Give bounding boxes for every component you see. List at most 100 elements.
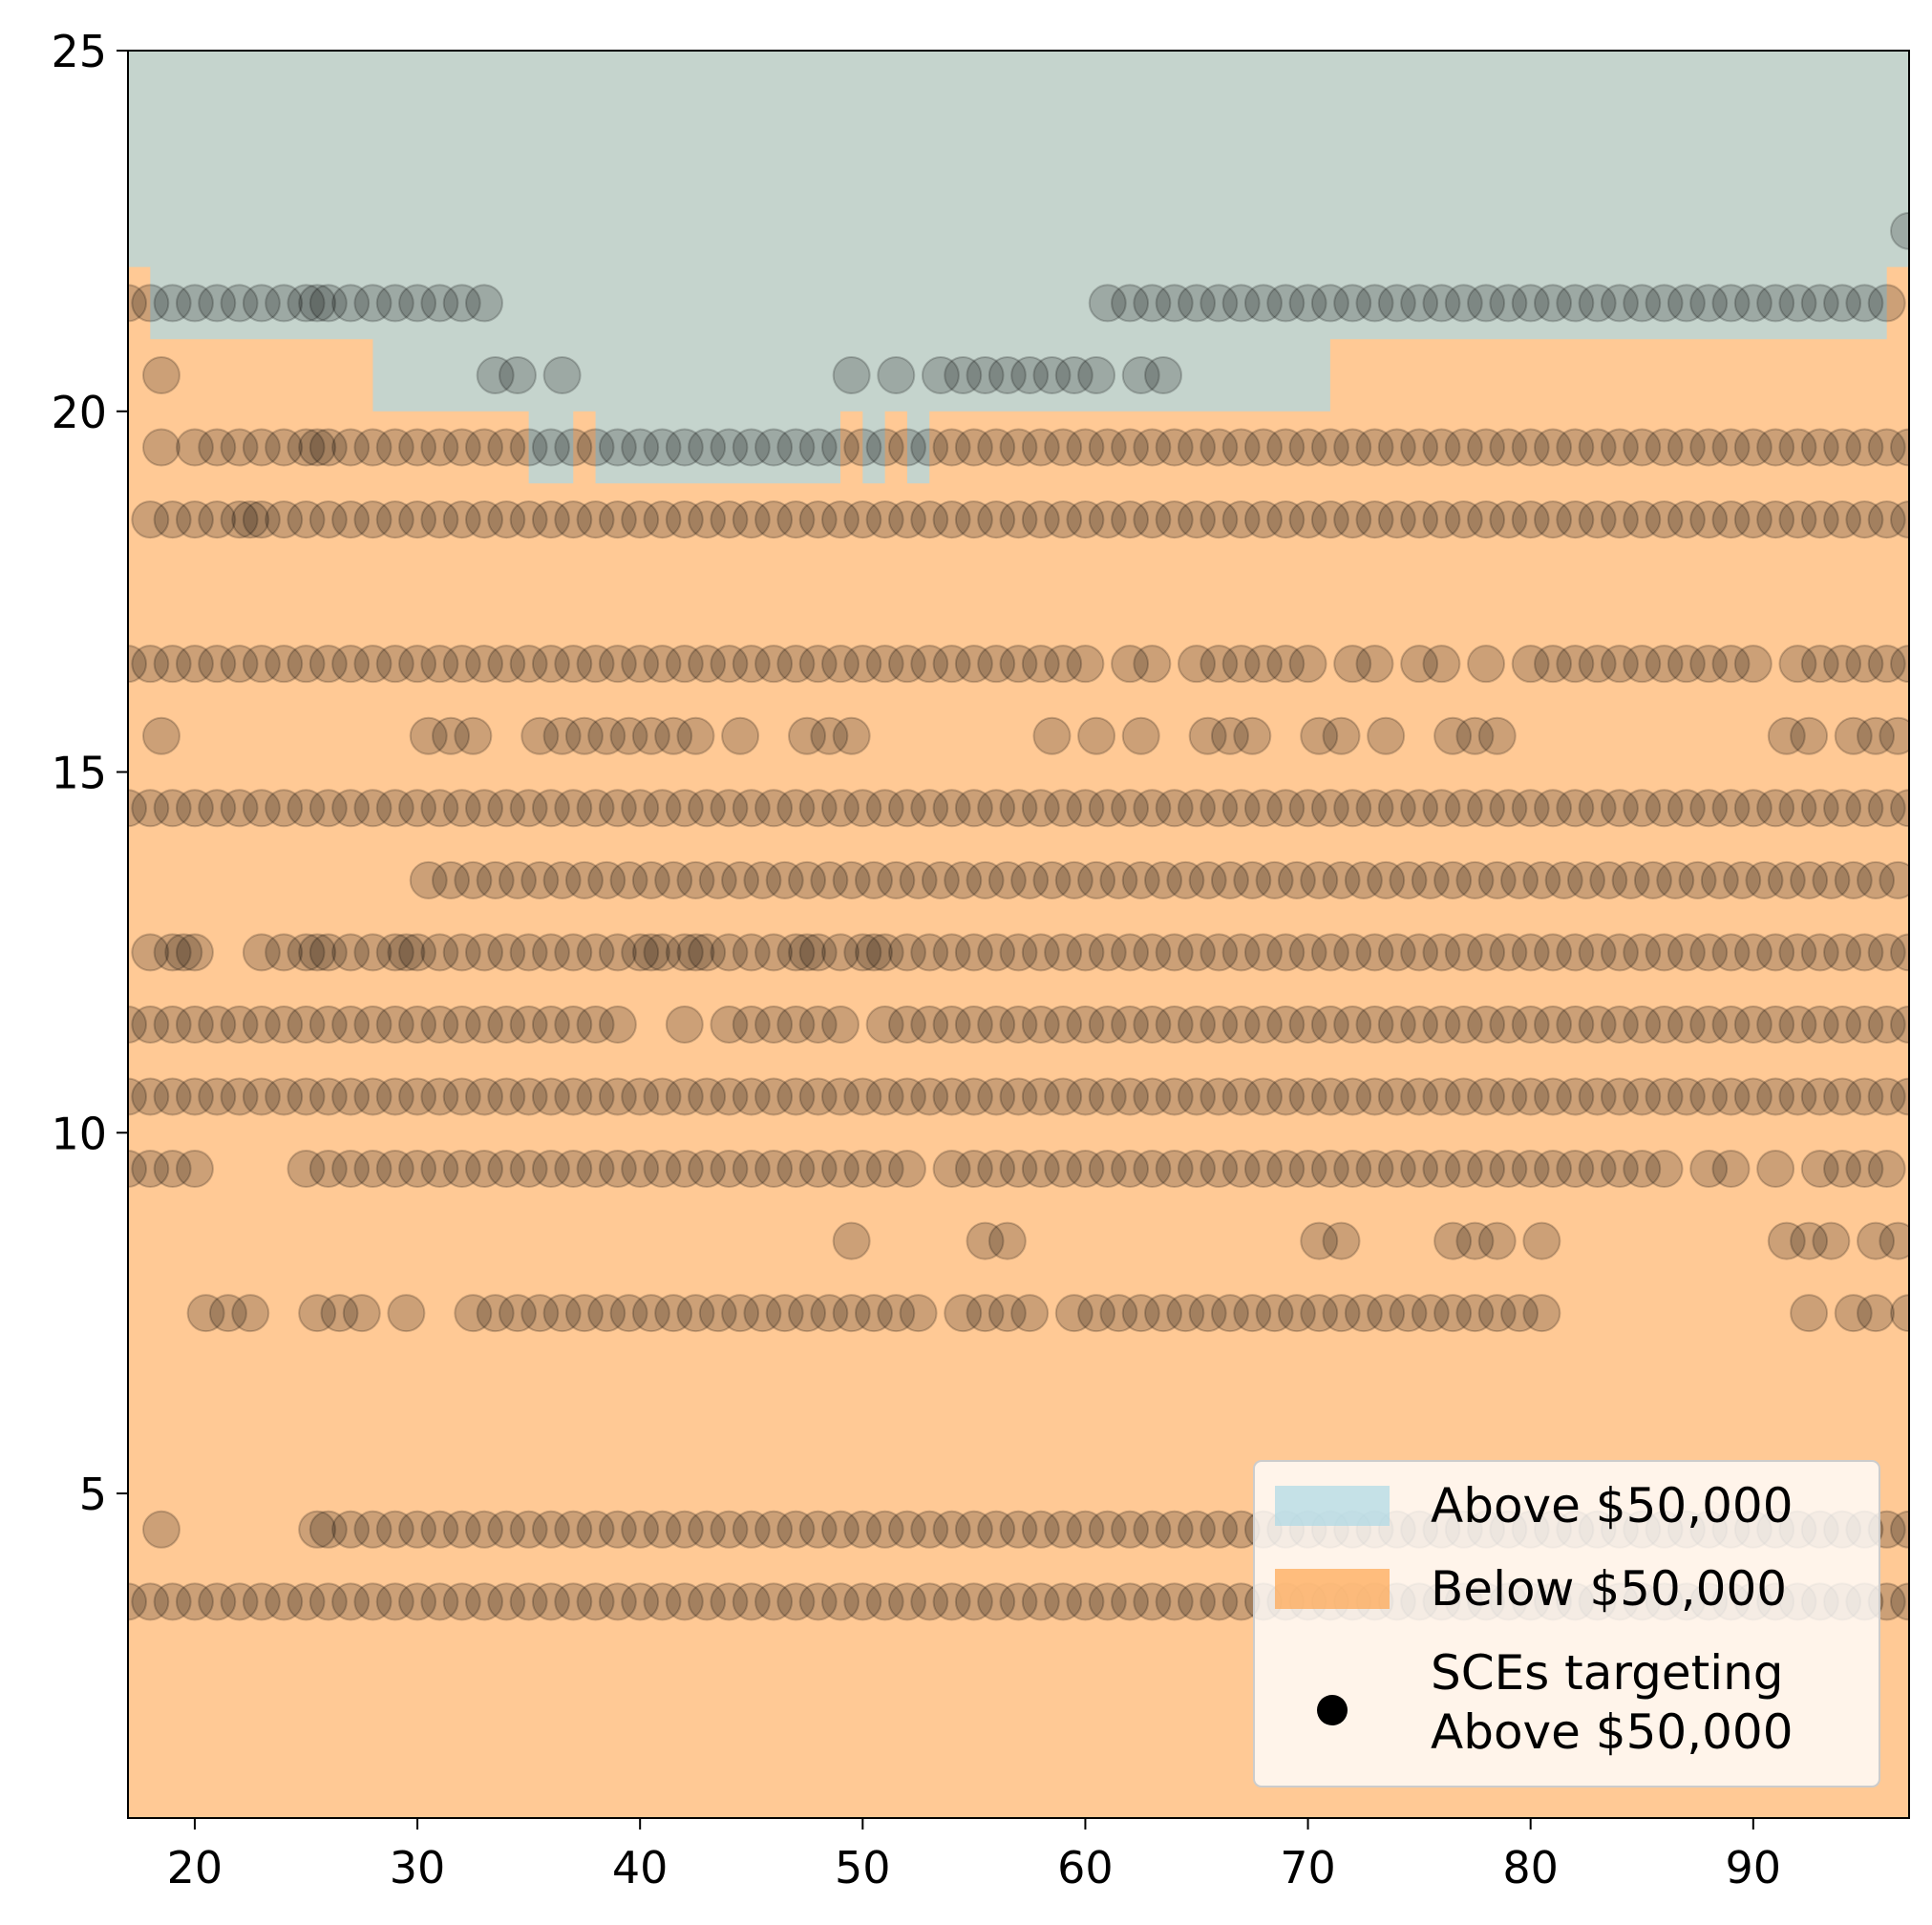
sce-point: [765, 1294, 804, 1333]
sce-point: [131, 1077, 170, 1116]
sce-point: [999, 645, 1038, 684]
sce-point: [1121, 355, 1160, 394]
sce-point: [576, 1005, 615, 1044]
sce-point: [1467, 428, 1506, 467]
sce-point: [287, 1150, 326, 1189]
sce-point: [688, 500, 727, 539]
sce-point: [1845, 1077, 1884, 1116]
sce-point: [353, 1582, 393, 1621]
sce-point: [1645, 1005, 1684, 1044]
sce-point: [665, 500, 704, 539]
sce-point: [531, 933, 570, 972]
sce-point: [1010, 1294, 1050, 1333]
sce-point: [1243, 645, 1283, 684]
sce-point: [1099, 1294, 1138, 1333]
sce-point: [1756, 1005, 1795, 1044]
sce-point: [1511, 1005, 1550, 1044]
sce-point: [398, 1582, 437, 1621]
sce-point: [1745, 860, 1784, 899]
sce-point: [1778, 1077, 1817, 1116]
sce-point: [977, 1510, 1016, 1549]
sce-point: [1845, 789, 1884, 828]
sce-point: [465, 789, 503, 828]
sce-point: [509, 500, 548, 539]
sce-point: [1433, 1221, 1473, 1260]
sce-point: [331, 284, 371, 323]
sce-point: [1578, 428, 1617, 467]
sce-point: [1077, 1294, 1116, 1333]
sce-point: [887, 1582, 926, 1621]
sce-point: [977, 1077, 1016, 1116]
sce-point: [1266, 1150, 1306, 1189]
sce-point: [1066, 500, 1105, 539]
sce-point: [1667, 284, 1706, 323]
sce-point: [353, 1150, 393, 1189]
sce-point: [688, 1150, 727, 1189]
sce-point: [1845, 1150, 1884, 1189]
sce-point: [643, 428, 682, 467]
sce-point: [353, 428, 393, 467]
sce-point: [1667, 428, 1706, 467]
sce-point: [487, 1077, 526, 1116]
sce-point: [1867, 1150, 1906, 1189]
sce-point: [265, 1005, 304, 1044]
sce-point: [1355, 1005, 1394, 1044]
sce-point: [1600, 933, 1639, 972]
sce-point: [1422, 284, 1461, 323]
sce-point: [999, 500, 1038, 539]
x-tick-label: 80: [1502, 1842, 1559, 1893]
sce-point: [798, 428, 838, 467]
sce-point: [1032, 716, 1072, 755]
sce-point: [1645, 1077, 1684, 1116]
sce-point: [242, 933, 281, 972]
sce-point: [1790, 1221, 1829, 1260]
sce-point: [231, 500, 270, 539]
sce-point: [1066, 1510, 1105, 1549]
sce-point: [308, 789, 348, 828]
sce-point: [1623, 1077, 1662, 1116]
sce-point: [788, 860, 827, 899]
sce-point: [1221, 1005, 1261, 1044]
sce-point: [1288, 500, 1327, 539]
sce-point: [621, 933, 660, 972]
sce-point: [843, 789, 882, 828]
sce-point: [877, 355, 916, 394]
sce-point: [1867, 428, 1906, 467]
sce-point: [621, 1077, 660, 1116]
sce-point: [1210, 1294, 1249, 1333]
sce-point: [1845, 428, 1884, 467]
sce-point: [1767, 716, 1806, 755]
sce-point: [220, 789, 259, 828]
sce-point: [1344, 1294, 1383, 1333]
sce-point: [1178, 1005, 1216, 1044]
sce-point: [1890, 645, 1909, 684]
sce-point: [1600, 789, 1639, 828]
sce-point: [542, 860, 582, 899]
sce-point: [1600, 428, 1639, 467]
sce-point: [688, 1077, 727, 1116]
legend-below-label: Below $50,000: [1431, 1561, 1787, 1617]
sce-point: [1155, 1005, 1194, 1044]
sce-point: [265, 645, 304, 684]
sce-point: [932, 500, 971, 539]
sce-point: [1611, 860, 1650, 899]
sce-point: [409, 716, 448, 755]
sce-point: [1756, 284, 1795, 323]
sce-point: [1500, 860, 1539, 899]
sce-point: [509, 1150, 548, 1189]
sce-point: [1422, 428, 1461, 467]
sce-point: [1155, 789, 1194, 828]
sce-point: [1556, 500, 1595, 539]
sce-point: [887, 1510, 926, 1549]
sce-point: [265, 1582, 304, 1621]
sce-point: [442, 428, 481, 467]
sce-point: [465, 1077, 503, 1116]
sce-point: [1333, 1150, 1372, 1189]
sce-point: [1044, 1005, 1083, 1044]
sce-point: [698, 1294, 737, 1333]
sce-point: [1623, 789, 1662, 828]
sce-point: [287, 500, 326, 539]
sce-point: [999, 1005, 1038, 1044]
sce-point: [520, 1294, 560, 1333]
sce-point: [487, 933, 526, 972]
